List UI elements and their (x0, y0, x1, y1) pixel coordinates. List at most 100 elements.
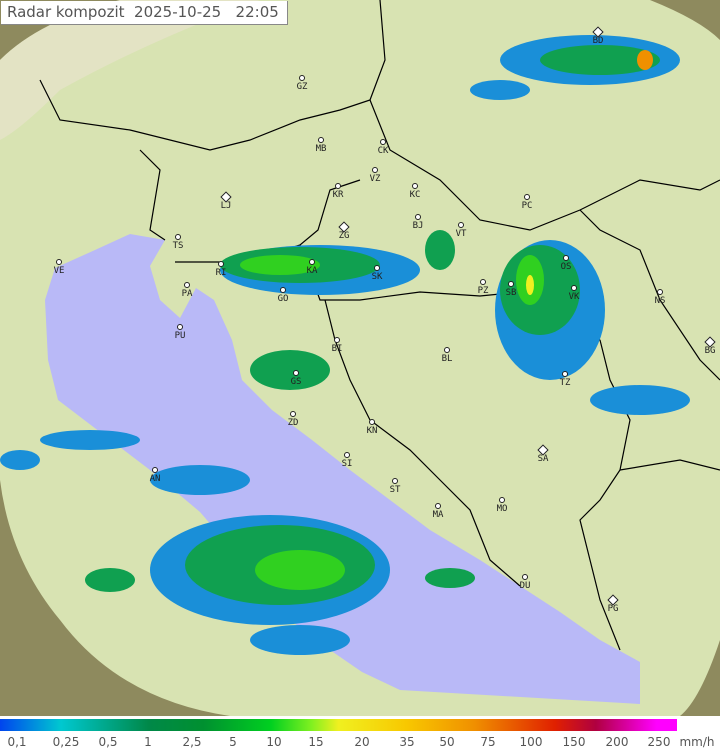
city-label: BL (441, 354, 453, 364)
city-marker-icon (415, 214, 421, 220)
city-label: GS (290, 377, 302, 387)
legend-tick: 0,5 (98, 735, 118, 749)
city-label: KN (366, 426, 378, 436)
city-label: TZ (559, 378, 571, 388)
legend-tick: 150 (562, 735, 586, 749)
city-label: PG (607, 604, 619, 614)
city-label: OS (560, 262, 572, 272)
city-label: DU (519, 581, 531, 591)
legend-tick: 20 (354, 735, 370, 749)
city-marker-icon (344, 452, 350, 458)
city-label: BD (592, 36, 604, 46)
legend-tick: 0,1 (7, 735, 27, 749)
city-marker-icon (380, 139, 386, 145)
city-label: SA (537, 454, 549, 464)
city-label: LJ (220, 201, 232, 211)
city-marker-icon (563, 255, 569, 261)
city-marker-icon (293, 370, 299, 376)
city-marker-icon (175, 234, 181, 240)
title-text: Radar kompozit (7, 3, 125, 21)
city-marker-icon (56, 259, 62, 265)
city-label: TS (172, 241, 184, 251)
legend-unit: mm/h (679, 735, 715, 749)
city-label: SB (505, 288, 517, 298)
radar-map[interactable]: // placeholder; built below BDGZMBCKVZKR… (0, 0, 720, 716)
city-label: KA (306, 266, 318, 276)
city-label: MB (315, 144, 327, 154)
city-label: MA (432, 510, 444, 520)
city-label: PZ (477, 286, 489, 296)
city-label: CK (377, 146, 389, 156)
legend-tick: 0,25 (52, 735, 80, 749)
city-label: MO (496, 504, 508, 514)
city-marker-icon (412, 183, 418, 189)
city-marker-icon (480, 279, 486, 285)
city-marker-icon (309, 259, 315, 265)
city-marker-icon (562, 371, 568, 377)
legend-tick: 2,5 (182, 735, 202, 749)
city-label: AN (149, 474, 161, 484)
city-marker-icon (218, 261, 224, 267)
city-label: GO (277, 294, 289, 304)
legend-tick: 250 (647, 735, 671, 749)
city-marker-icon (444, 347, 450, 353)
city-label: VZ (369, 174, 381, 184)
city-marker-icon (372, 167, 378, 173)
city-label: PU (174, 331, 186, 341)
city-marker-icon (318, 137, 324, 143)
city-marker-icon (392, 478, 398, 484)
precipitation (0, 35, 690, 655)
land-north-west (0, 0, 260, 140)
map-title: Radar kompozit 2025-10-25 22:05 (1, 1, 288, 25)
city-label: ZG (338, 231, 350, 241)
city-marker-icon (334, 337, 340, 343)
city-label: SI (341, 459, 353, 469)
city-label: RI (215, 268, 227, 278)
city-label: GZ (296, 82, 308, 92)
city-label: VT (455, 229, 467, 239)
legend-tick: 1 (144, 735, 152, 749)
city-marker-icon (184, 282, 190, 288)
city-marker-icon (435, 503, 441, 509)
city-label: BG (704, 346, 716, 356)
city-marker-icon (571, 285, 577, 291)
city-label: ST (389, 485, 401, 495)
city-marker-icon (290, 411, 296, 417)
city-marker-icon (280, 287, 286, 293)
city-label: BJ (412, 221, 424, 231)
legend-tick: 15 (308, 735, 324, 749)
legend-color-bar (0, 719, 677, 731)
city-marker-icon (299, 75, 305, 81)
legend-tick: 100 (519, 735, 543, 749)
map-canvas (0, 0, 720, 716)
city-label: KR (332, 190, 344, 200)
city-marker-icon (508, 281, 514, 287)
legend-tick: 200 (605, 735, 629, 749)
city-marker-icon (522, 574, 528, 580)
title-time: 22:05 (235, 3, 279, 21)
title-date: 2025-10-25 (134, 3, 222, 21)
city-marker-icon (458, 222, 464, 228)
city-marker-icon (374, 265, 380, 271)
city-label: SK (371, 272, 383, 282)
legend-tick: 5 (229, 735, 237, 749)
city-marker-icon (369, 419, 375, 425)
legend-tick: 50 (439, 735, 455, 749)
city-label: PC (521, 201, 533, 211)
city-label: NS (654, 296, 666, 306)
adriatic-sea (45, 234, 640, 704)
legend-tick: 35 (399, 735, 415, 749)
country-borders (39, 0, 720, 651)
city-label: PA (181, 289, 193, 299)
city-marker-icon (335, 183, 341, 189)
city-label: ZD (287, 418, 299, 428)
legend-tick: 75 (480, 735, 496, 749)
city-label: BI (331, 344, 343, 354)
city-marker-icon (657, 289, 663, 295)
city-marker-icon (152, 467, 158, 473)
city-marker-icon (524, 194, 530, 200)
city-label: VE (53, 266, 65, 276)
city-marker-icon (177, 324, 183, 330)
city-label: KC (409, 190, 421, 200)
precipitation-legend: 0,1 0,25 0,5 1 2,5 5 10 15 20 35 50 75 100 150 200 250 … (0, 716, 720, 751)
